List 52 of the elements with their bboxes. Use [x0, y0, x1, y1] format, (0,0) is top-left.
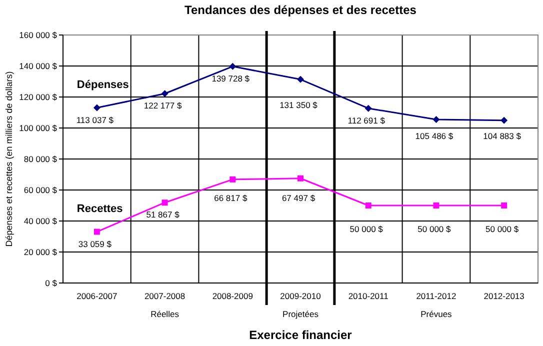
x-tick-label: 2010-2011 [348, 291, 389, 301]
data-label: 67 497 $ [282, 193, 316, 203]
y-tick-label: 160 000 $ [19, 30, 58, 40]
point [229, 62, 236, 70]
point [94, 228, 100, 235]
data-label: 139 728 $ [212, 73, 250, 84]
y-tick-label: 40 000 $ [24, 216, 58, 226]
y-tick-label: 0 $ [45, 278, 58, 288]
text: Prévues [420, 309, 452, 319]
text: Projetées [282, 309, 318, 319]
y-axis-title: Dépenses et recettes (en milliers de dollars) [4, 71, 14, 247]
chart-title: Tendances des dépenses et des recettes [184, 3, 417, 17]
x-tick-label: 2012-2013 [484, 291, 525, 301]
data-label: 112 691 $ [348, 115, 386, 126]
text: Réelles [150, 309, 179, 319]
y-tick-label: 60 000 $ [24, 185, 58, 195]
series-label: Recettes [76, 202, 123, 215]
point [364, 104, 372, 112]
data-label: 51 867 $ [146, 210, 180, 220]
point [501, 202, 508, 208]
data-label: 66 817 $ [214, 193, 248, 203]
point [500, 116, 508, 124]
point [433, 202, 440, 208]
x-tick-label: 2008-2009 [212, 291, 254, 301]
x-axis-title: Exercice financier [249, 328, 352, 342]
x-tick-label: 2011-2012 [416, 291, 456, 301]
y-tick-label: 20 000 $ [24, 247, 58, 257]
y-tick-label: 80 000 $ [24, 154, 58, 164]
point [365, 202, 372, 208]
x-tick-label: 2006-2007 [76, 291, 118, 301]
x-tick-label: 2009-2010 [280, 291, 322, 301]
data-label: 33 059 $ [78, 238, 112, 249]
y-tick-label: 120 000 $ [19, 92, 58, 102]
y-tick-label: 100 000 $ [19, 123, 58, 133]
data-label: 122 177 $ [144, 100, 182, 111]
y-tick-label: 140 000 $ [19, 61, 58, 71]
point [432, 116, 440, 123]
data-label: 50 000 $ [486, 224, 519, 234]
data-label: 50 000 $ [418, 224, 452, 234]
point [297, 76, 304, 83]
point [93, 104, 100, 112]
series-label: Dépenses [76, 78, 129, 91]
point [161, 90, 168, 98]
data-label: 113 037 $ [76, 114, 114, 125]
point [230, 176, 236, 182]
point [298, 175, 304, 182]
data-label: 104 883 $ [483, 131, 522, 141]
point [162, 200, 168, 206]
x-tick-label: 2007-2008 [144, 291, 186, 301]
data-label: 105 486 $ [415, 131, 454, 141]
data-label: 131 350 $ [280, 100, 318, 110]
data-label: 50 000 $ [350, 224, 384, 234]
